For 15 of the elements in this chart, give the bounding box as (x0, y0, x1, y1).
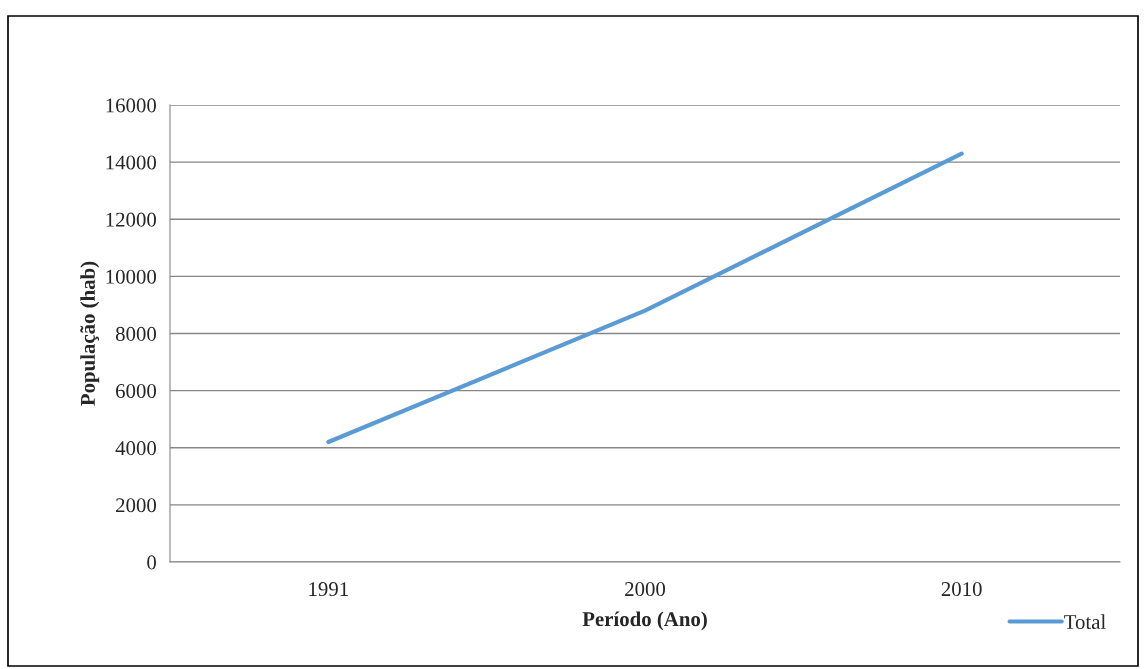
y-tick-label: 6000 (116, 384, 157, 399)
y-tick-label: 8000 (115, 326, 157, 341)
x-tick-label: 2000 (625, 582, 666, 597)
x-tick-label: 1991 (309, 582, 348, 597)
y-tick-label: 14000 (106, 155, 157, 170)
y-tick-label: 10000 (106, 269, 157, 284)
legend-label: Total (1064, 614, 1106, 630)
y-tick-label: 0 (147, 555, 157, 570)
y-tick-label: 4000 (115, 441, 157, 456)
x-tick-label: 2010 (941, 582, 982, 597)
y-tick-label: 12000 (106, 212, 157, 227)
x-axis-title: Período (Ano) (582, 611, 707, 631)
y-tick-label: 16000 (106, 98, 157, 113)
y-tick-label: 2000 (116, 498, 157, 513)
y-axis-title: População (hab) (80, 261, 100, 406)
